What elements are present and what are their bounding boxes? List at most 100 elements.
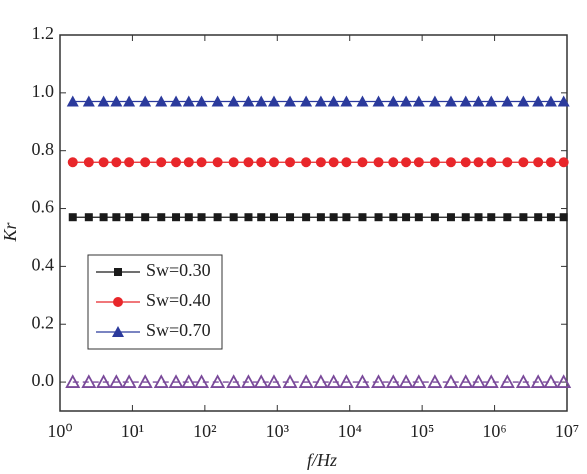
marker	[300, 95, 313, 107]
marker	[485, 95, 498, 107]
marker	[340, 95, 353, 107]
marker	[125, 213, 134, 222]
y-axis-label: Kr	[0, 222, 20, 243]
marker	[212, 157, 223, 168]
marker	[430, 213, 439, 222]
marker	[82, 95, 95, 107]
marker	[227, 95, 240, 107]
marker	[210, 374, 226, 388]
marker	[341, 157, 352, 168]
marker	[398, 374, 414, 388]
marker	[556, 374, 572, 388]
marker	[460, 157, 471, 168]
x-tick-label: 10¹	[121, 421, 144, 441]
marker	[474, 213, 483, 222]
marker	[473, 157, 484, 168]
marker	[356, 95, 369, 107]
marker	[400, 95, 413, 107]
marker	[483, 374, 499, 388]
marker	[357, 157, 368, 168]
marker	[372, 95, 385, 107]
marker	[515, 374, 531, 388]
marker	[358, 213, 367, 222]
marker	[544, 95, 557, 107]
legend-label: Sw=0.30	[146, 260, 211, 280]
marker	[385, 374, 401, 388]
marker	[140, 157, 151, 168]
y-tick-label: 0.4	[32, 255, 55, 275]
marker	[108, 374, 124, 388]
x-tick-label: 10⁶	[482, 421, 506, 441]
marker	[111, 157, 122, 168]
marker	[443, 374, 459, 388]
y-tick-label: 0.0	[32, 370, 55, 390]
y-tick-label: 0.2	[32, 312, 55, 332]
marker	[195, 95, 208, 107]
marker	[84, 213, 93, 222]
legend-marker	[112, 326, 124, 337]
marker	[156, 157, 167, 168]
marker	[429, 157, 440, 168]
marker	[518, 157, 529, 168]
marker	[546, 213, 555, 222]
marker	[153, 374, 169, 388]
marker	[226, 374, 242, 388]
marker	[298, 374, 314, 388]
marker	[183, 157, 194, 168]
marker	[228, 157, 239, 168]
marker	[329, 213, 338, 222]
marker	[244, 213, 253, 222]
marker	[445, 157, 456, 168]
legend-marker	[114, 268, 122, 276]
marker	[285, 157, 296, 168]
marker	[472, 95, 485, 107]
marker	[243, 157, 254, 168]
marker	[327, 95, 340, 107]
marker	[389, 213, 398, 222]
marker	[172, 213, 181, 222]
marker	[253, 374, 269, 388]
marker	[242, 95, 255, 107]
marker	[229, 213, 238, 222]
marker	[499, 374, 515, 388]
legend-label: Sw=0.70	[146, 320, 211, 340]
marker	[326, 374, 342, 388]
marker	[519, 213, 528, 222]
marker	[501, 95, 514, 107]
marker	[157, 213, 166, 222]
marker	[182, 95, 195, 107]
marker	[315, 157, 326, 168]
marker	[213, 213, 222, 222]
marker	[470, 374, 487, 388]
x-tick-label: 10⁰	[47, 421, 72, 441]
y-tick-label: 1.2	[32, 23, 55, 43]
marker	[155, 95, 168, 107]
x-tick-label: 10⁵	[410, 421, 434, 441]
marker	[401, 157, 412, 168]
marker	[141, 213, 150, 222]
marker	[402, 213, 411, 222]
marker	[257, 213, 266, 222]
marker	[284, 95, 297, 107]
x-tick-label: 10²	[193, 421, 216, 441]
marker	[461, 213, 470, 222]
marker	[517, 95, 530, 107]
marker	[211, 95, 224, 107]
marker	[286, 213, 295, 222]
marker	[123, 95, 136, 107]
marker	[302, 213, 311, 222]
marker	[124, 157, 135, 168]
x-tick-label: 10⁷	[555, 421, 579, 441]
marker	[65, 374, 81, 388]
marker	[256, 157, 267, 168]
marker	[269, 213, 278, 222]
marker	[545, 157, 556, 168]
marker	[121, 374, 137, 388]
marker	[81, 374, 97, 388]
marker	[267, 95, 280, 107]
marker	[338, 374, 354, 388]
marker	[268, 157, 279, 168]
marker	[139, 95, 152, 107]
marker	[530, 374, 546, 388]
